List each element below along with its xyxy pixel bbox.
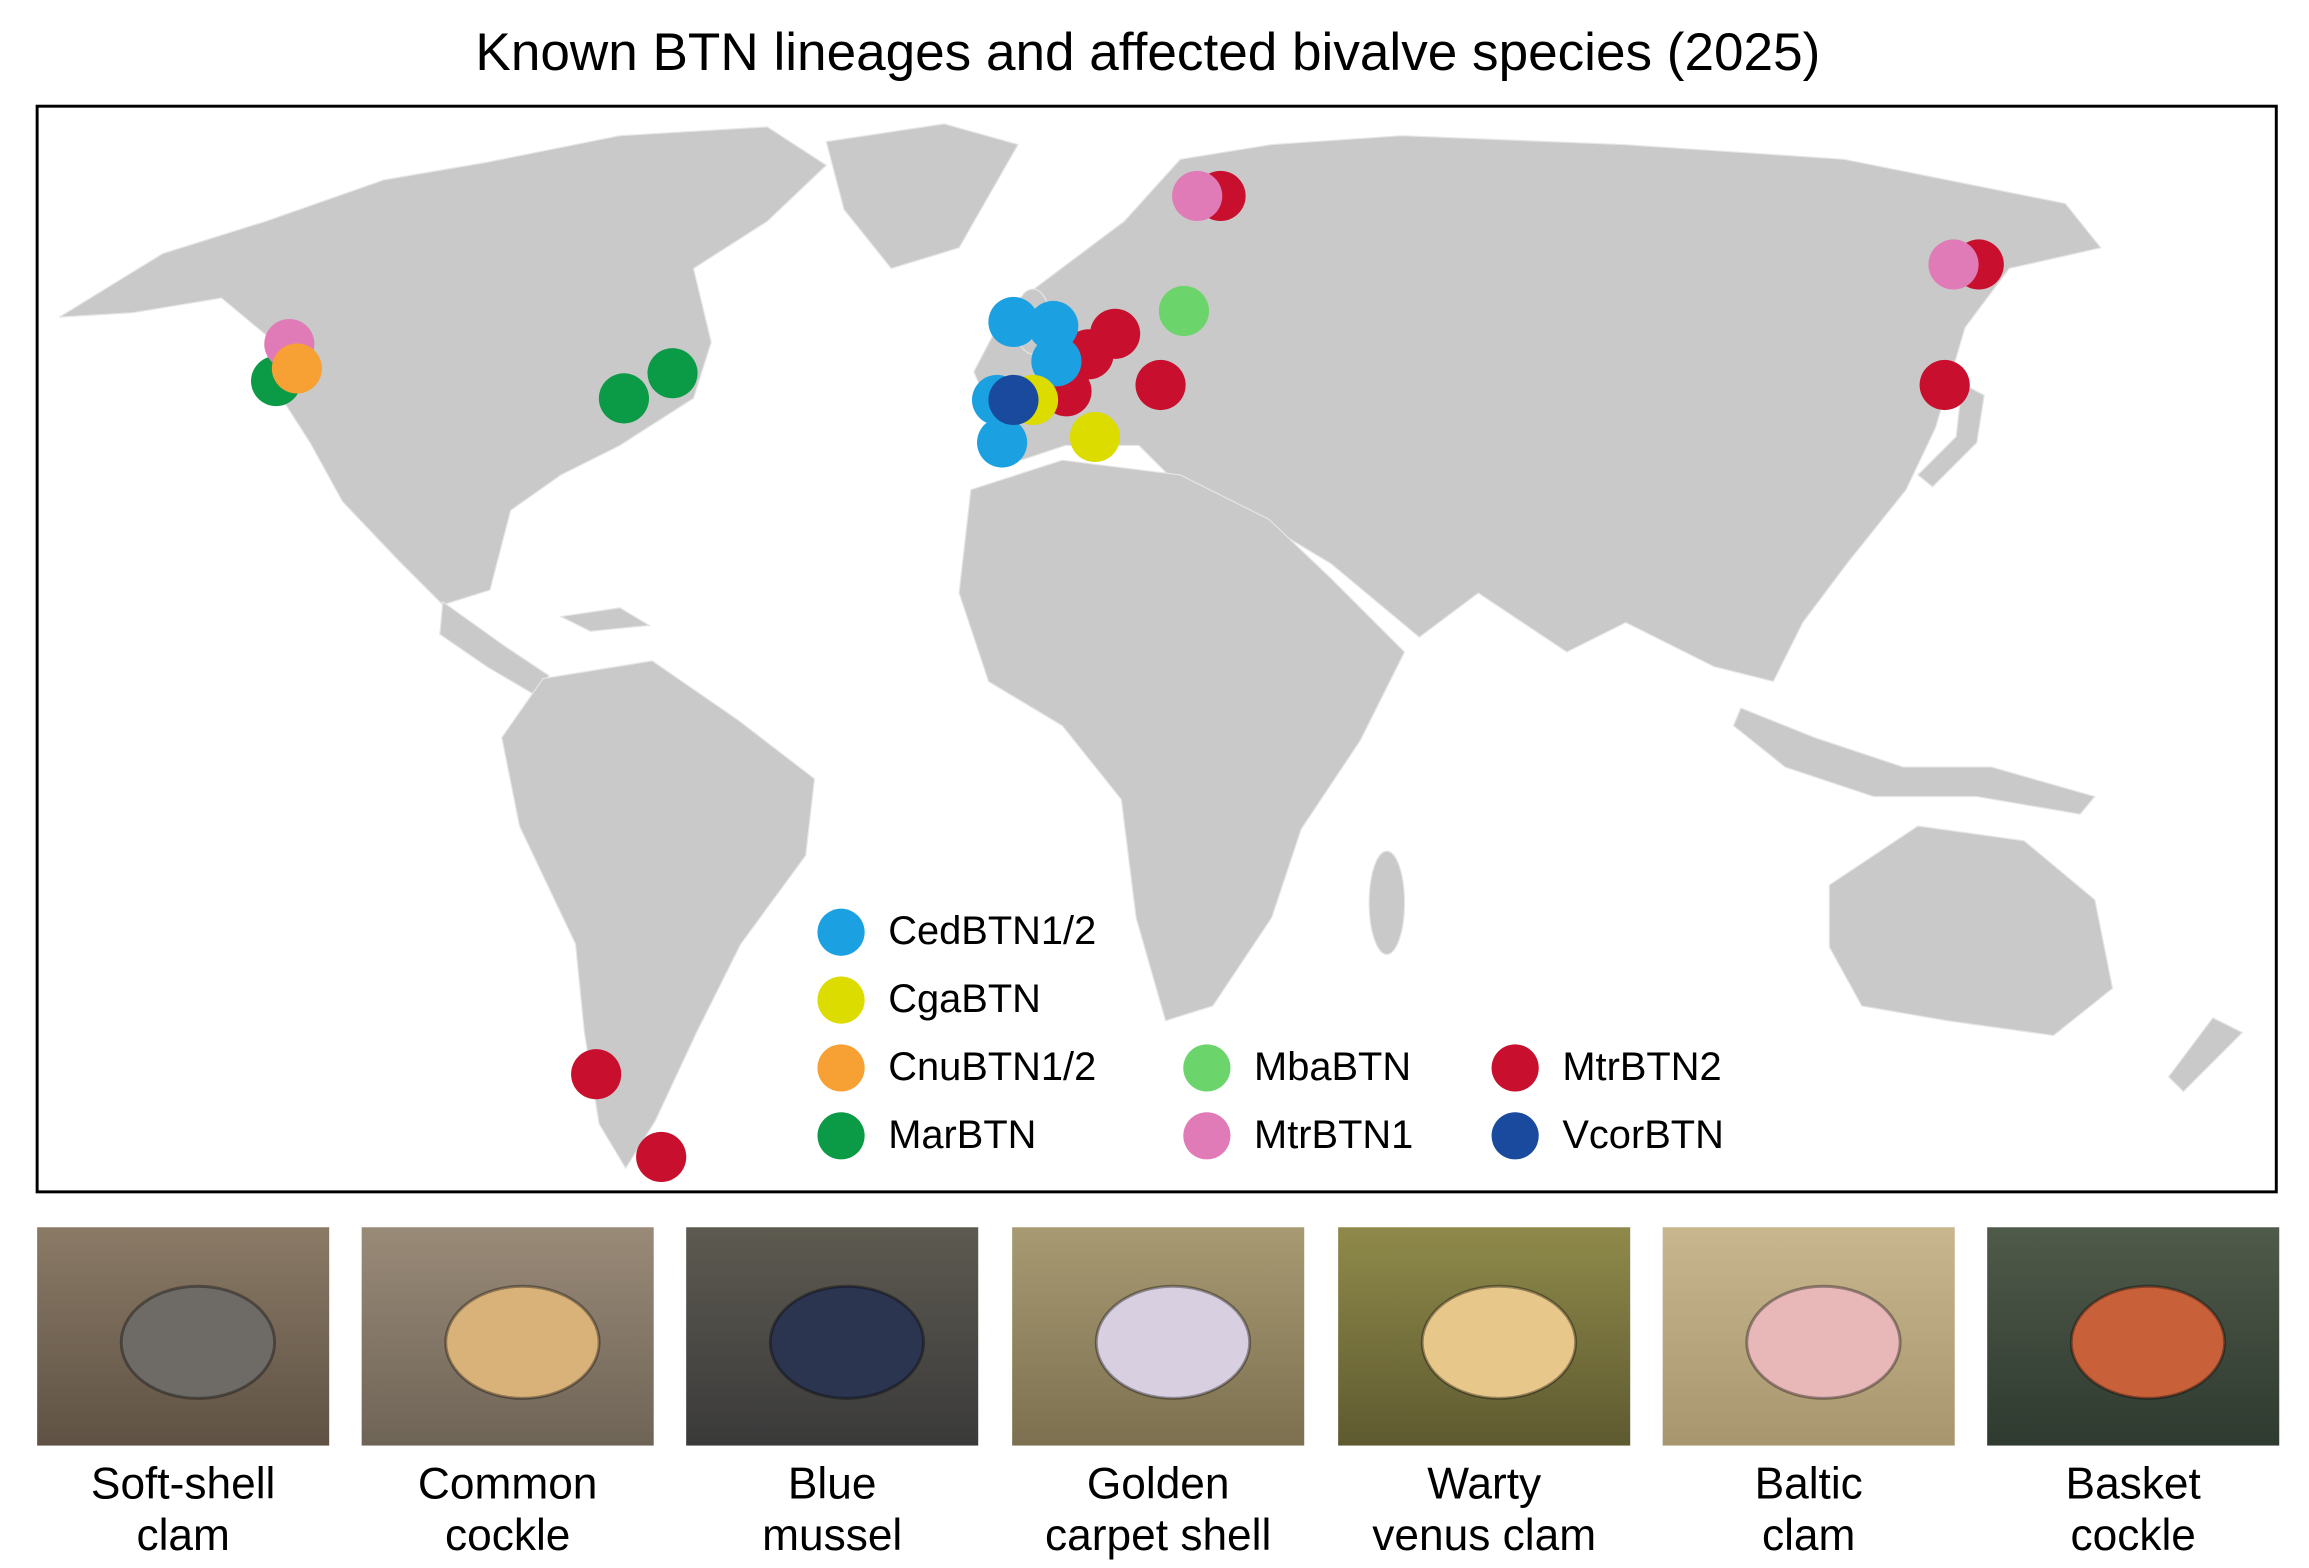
legend-swatch bbox=[817, 976, 865, 1024]
legend-swatch bbox=[1183, 1112, 1231, 1160]
australia bbox=[1828, 825, 2114, 1037]
shell-illustration bbox=[1420, 1284, 1578, 1400]
site-marker bbox=[1919, 359, 1970, 411]
species-caption: cockle bbox=[2070, 1511, 2195, 1560]
site-marker bbox=[1158, 285, 1210, 337]
madagascar bbox=[1368, 850, 1406, 955]
shell-illustration bbox=[768, 1284, 926, 1400]
figure-title: Known BTN lineages and affected bivalve … bbox=[475, 23, 1820, 82]
legend-label: CedBTN1/2 bbox=[888, 909, 1096, 953]
site-marker bbox=[977, 417, 1028, 468]
species-caption: clam bbox=[1762, 1511, 1855, 1560]
indonesia bbox=[1732, 707, 2096, 815]
legend-swatch bbox=[817, 908, 865, 956]
legend-label: VcorBTN bbox=[1562, 1113, 1724, 1157]
species-row: Soft-shellclamCommoncockleBluemusselGold… bbox=[37, 1227, 2280, 1560]
legend-label: MarBTN bbox=[888, 1113, 1036, 1157]
japan bbox=[1916, 382, 1985, 488]
site-marker bbox=[636, 1131, 687, 1183]
site-marker bbox=[647, 348, 698, 399]
site-marker bbox=[1090, 308, 1141, 359]
site-marker bbox=[1928, 239, 1979, 290]
shell-illustration bbox=[119, 1284, 277, 1400]
species-caption: venus clam bbox=[1372, 1511, 1596, 1560]
site-marker bbox=[988, 296, 1039, 348]
caribbean bbox=[558, 607, 652, 632]
shell-illustration bbox=[2069, 1284, 2227, 1400]
africa bbox=[958, 459, 1406, 1022]
greenland bbox=[825, 123, 1019, 270]
species-caption: carpet shell bbox=[1045, 1511, 1271, 1560]
species-caption: Common bbox=[418, 1460, 598, 1509]
species-caption: Basket bbox=[2066, 1460, 2201, 1509]
species-caption: clam bbox=[136, 1511, 229, 1560]
species-caption: mussel bbox=[762, 1511, 902, 1560]
world-map bbox=[58, 123, 2244, 1170]
legend-swatch bbox=[1491, 1044, 1539, 1092]
new-zealand bbox=[2167, 1017, 2244, 1093]
legend-swatch bbox=[817, 1112, 865, 1160]
legend-label: CnuBTN1/2 bbox=[888, 1045, 1096, 1089]
site-marker bbox=[988, 374, 1039, 426]
legend: CedBTN1/2 CgaBTN CnuBTN1/2 MarBTN MbaBTN MtrB… bbox=[817, 908, 1724, 1160]
species-caption: cockle bbox=[445, 1511, 570, 1560]
legend-label: CgaBTN bbox=[888, 977, 1041, 1021]
site-marker bbox=[1172, 170, 1223, 222]
shell-illustration bbox=[1745, 1284, 1902, 1400]
species-caption: Baltic bbox=[1755, 1460, 1863, 1509]
legend-label: MtrBTN1 bbox=[1254, 1113, 1413, 1157]
legend-label: MtrBTN2 bbox=[1562, 1045, 1721, 1089]
legend-label: MbaBTN bbox=[1254, 1045, 1411, 1089]
site-marker bbox=[271, 343, 322, 394]
site-marker bbox=[598, 373, 650, 424]
site-layer bbox=[250, 170, 2004, 1183]
site-marker bbox=[1031, 336, 1082, 387]
legend-swatch bbox=[817, 1044, 865, 1092]
south-america bbox=[501, 660, 816, 1170]
species-caption: Warty bbox=[1427, 1460, 1542, 1509]
site-marker bbox=[1135, 359, 1186, 411]
species-caption: Blue bbox=[788, 1460, 877, 1509]
site-marker bbox=[1069, 411, 1120, 463]
legend-swatch bbox=[1491, 1112, 1539, 1160]
shell-illustration bbox=[1094, 1284, 1252, 1400]
species-caption: Golden bbox=[1087, 1460, 1230, 1509]
shell-illustration bbox=[444, 1284, 601, 1400]
legend-swatch bbox=[1183, 1044, 1231, 1092]
species-caption: Soft-shell bbox=[91, 1460, 275, 1509]
site-marker bbox=[571, 1049, 622, 1100]
